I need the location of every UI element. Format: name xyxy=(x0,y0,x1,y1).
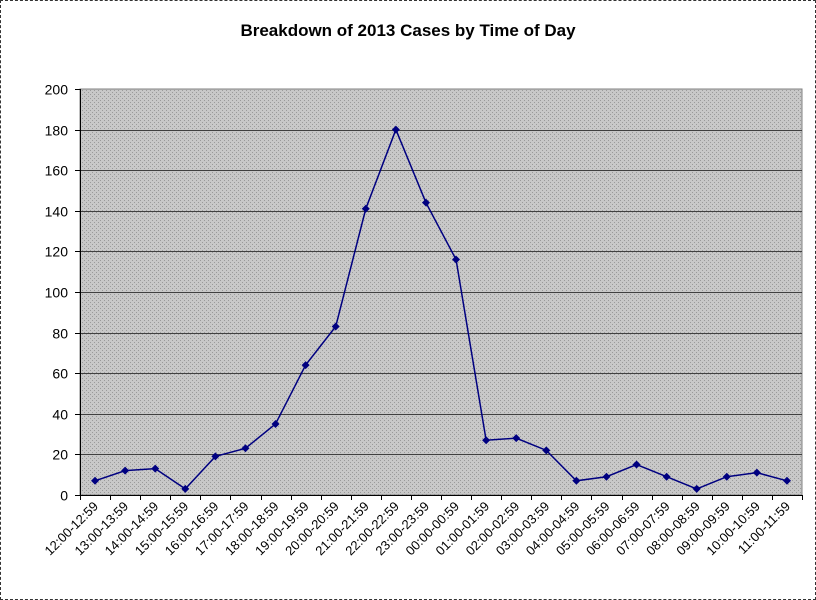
y-tick-label: 180 xyxy=(45,123,69,139)
data-point-marker xyxy=(722,472,731,481)
data-point-marker xyxy=(752,468,761,477)
data-point-marker xyxy=(331,322,340,331)
data-point-marker xyxy=(482,436,491,445)
gridlines xyxy=(80,130,802,455)
y-tick-label: 60 xyxy=(52,366,68,382)
data-point-marker xyxy=(181,484,190,493)
data-point-marker xyxy=(211,452,220,461)
y-tick-label: 120 xyxy=(45,244,69,260)
data-point-marker xyxy=(602,472,611,481)
data-point-marker xyxy=(301,361,310,370)
series-cases xyxy=(91,125,791,493)
chart-title: Breakdown of 2013 Cases by Time of Day xyxy=(240,21,576,40)
data-point-marker xyxy=(542,446,551,455)
data-point-marker xyxy=(421,198,430,207)
y-tick-label: 100 xyxy=(45,285,69,301)
data-point-marker xyxy=(692,484,701,493)
data-point-marker xyxy=(662,472,671,481)
data-point-marker xyxy=(391,125,400,134)
y-tick-label: 40 xyxy=(52,407,68,423)
y-tick-label: 140 xyxy=(45,204,69,220)
data-point-marker xyxy=(361,204,370,213)
x-axis: 12:00-12:5913:00-13:5914:00-14:5915:00-1… xyxy=(41,495,803,558)
data-point-marker xyxy=(512,434,521,443)
y-tick-label: 200 xyxy=(45,82,69,98)
data-point-marker xyxy=(572,476,581,485)
y-tick-label: 0 xyxy=(60,488,68,504)
data-point-marker xyxy=(452,255,461,264)
y-tick-label: 160 xyxy=(45,163,69,179)
data-point-marker xyxy=(271,419,280,428)
y-tick-label: 80 xyxy=(52,326,68,342)
data-point-marker xyxy=(241,444,250,453)
data-point-marker xyxy=(782,476,791,485)
y-axis: 0 20 40 60 80 100 120 140 160 180 200 xyxy=(45,82,81,504)
data-point-marker xyxy=(121,466,130,475)
y-tick-label: 20 xyxy=(52,447,68,463)
data-point-marker xyxy=(91,476,100,485)
data-point-marker xyxy=(632,460,641,469)
series-line xyxy=(94,127,788,490)
data-point-marker xyxy=(151,464,160,473)
